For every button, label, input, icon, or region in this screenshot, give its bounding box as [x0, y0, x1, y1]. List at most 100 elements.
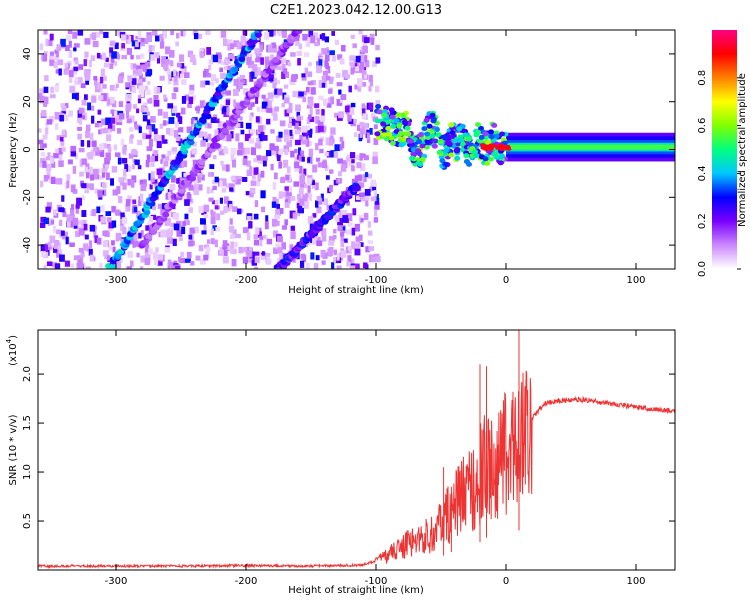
noise-cell [329, 169, 334, 174]
noise-cell [178, 256, 182, 262]
noise-cell [133, 104, 137, 109]
noise-cell [347, 221, 353, 227]
noise-cell [84, 234, 89, 240]
noise-cell [254, 200, 259, 208]
noise-cell [271, 42, 276, 49]
noise-cell [361, 108, 366, 116]
x-tick-label: -200 [235, 275, 258, 286]
noise-cell [149, 97, 153, 103]
noise-cell [265, 252, 271, 258]
noise-cell [145, 134, 152, 139]
noise-cell [210, 188, 214, 194]
noise-cell [156, 168, 163, 175]
noise-cell [279, 120, 286, 127]
noise-cell [48, 55, 54, 63]
noise-cell [255, 96, 259, 104]
noise-cell [373, 138, 379, 145]
noise-cell [117, 75, 124, 84]
noise-cell [361, 103, 366, 111]
noise-cell [220, 210, 225, 215]
noise-cell [272, 83, 277, 89]
noise-cell [87, 166, 93, 175]
multiplier-close: ) [8, 335, 19, 339]
colorbar-tick-label: 0.6 [697, 118, 708, 134]
noise-cell [338, 111, 344, 119]
noise-cell [130, 179, 135, 188]
noise-cell [176, 112, 181, 118]
noise-cell [344, 105, 350, 113]
noise-cell [150, 162, 155, 167]
svg-text:(x104): (x104) [5, 335, 19, 366]
noise-cell [126, 266, 132, 269]
disturbance-cell [407, 138, 414, 144]
noise-cell [144, 244, 150, 253]
disturbance-cell [400, 136, 407, 142]
noise-cell [193, 189, 199, 196]
noise-cell [47, 152, 51, 160]
noise-cell [138, 199, 142, 207]
noise-cell [204, 122, 210, 129]
noise-cell [197, 174, 201, 183]
noise-cell [349, 55, 355, 61]
noise-cell [222, 178, 227, 187]
noise-cell [203, 131, 208, 139]
noise-cell [139, 179, 146, 185]
noise-cell [239, 116, 243, 121]
noise-cell [278, 148, 284, 155]
noise-cell [228, 53, 235, 59]
noise-cell [289, 210, 296, 219]
noise-cell [107, 123, 113, 129]
noise-cell [128, 80, 132, 89]
noise-cell [167, 259, 172, 267]
noise-cell [127, 251, 133, 258]
noise-cell [349, 265, 356, 269]
noise-cell [346, 213, 353, 222]
noise-cell [40, 157, 46, 163]
noise-cell [294, 167, 300, 172]
noise-cell [368, 246, 375, 252]
noise-cell [83, 59, 87, 67]
noise-cell [246, 232, 251, 241]
noise-cell [214, 118, 220, 124]
noise-cell [262, 160, 267, 167]
noise-cell [44, 75, 49, 82]
noise-cell [315, 255, 320, 261]
noise-cell [117, 157, 122, 165]
disturbance-cell [493, 133, 500, 139]
noise-cell [309, 107, 313, 115]
noise-cell [310, 252, 315, 260]
noise-cell [321, 75, 328, 82]
noise-cell [373, 217, 379, 223]
noise-cell [187, 50, 193, 58]
streak-cell [257, 30, 264, 32]
noise-cell [321, 160, 327, 169]
snr-y-multiplier: (x104) [5, 335, 19, 366]
noise-cell [80, 139, 85, 147]
noise-cell [104, 157, 110, 165]
noise-cell [107, 146, 112, 153]
disturbance-cell [444, 140, 451, 146]
noise-cell [301, 125, 308, 133]
noise-cell [229, 218, 233, 225]
noise-cell [58, 207, 65, 212]
noise-cell [302, 194, 308, 202]
noise-cell [362, 45, 368, 54]
noise-cell [308, 99, 314, 107]
noise-cell [121, 157, 128, 164]
noise-cell [46, 202, 53, 210]
noise-cell [204, 250, 210, 259]
noise-cell [256, 155, 262, 161]
noise-cell [337, 54, 343, 60]
noise-cell [207, 123, 212, 129]
noise-cell [267, 30, 274, 37]
noise-cell [122, 182, 127, 190]
noise-cell [51, 244, 55, 250]
noise-cell [87, 140, 91, 148]
noise-cell [329, 135, 334, 140]
noise-cell [208, 197, 214, 202]
peak-cell [487, 145, 494, 149]
noise-cell [360, 218, 364, 223]
noise-cell [325, 49, 329, 54]
noise-cell [239, 79, 246, 85]
noise-cell [93, 230, 97, 238]
